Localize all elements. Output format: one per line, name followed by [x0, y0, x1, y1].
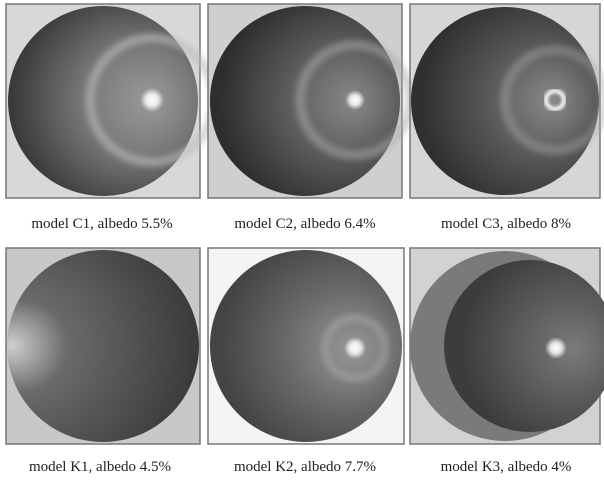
- panel: [6, 248, 200, 444]
- figure: model C1, albedo 5.5% model C2, albedo 6…: [0, 0, 604, 483]
- caption: model K1, albedo 4.5%: [29, 459, 171, 475]
- caption: model C2, albedo 6.4%: [234, 216, 375, 232]
- panel: [410, 4, 604, 198]
- panel: [6, 4, 214, 198]
- caption: model C1, albedo 5.5%: [31, 216, 172, 232]
- panel: [410, 248, 604, 444]
- panel: [208, 248, 404, 444]
- panel: [208, 4, 410, 198]
- caption: model K3, albedo 4%: [441, 459, 572, 475]
- caption: model K2, albedo 7.7%: [234, 459, 376, 475]
- caption: model C3, albedo 8%: [441, 216, 571, 232]
